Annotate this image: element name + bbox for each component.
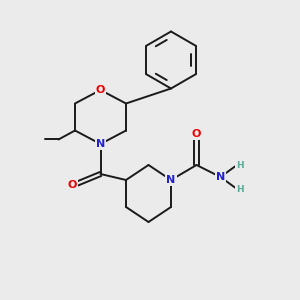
Text: N: N [167, 175, 176, 185]
Text: O: O [67, 179, 77, 190]
Text: N: N [216, 172, 225, 182]
Text: H: H [236, 160, 244, 169]
Text: O: O [96, 85, 105, 95]
Text: O: O [192, 129, 201, 140]
Text: H: H [236, 184, 244, 194]
Text: N: N [96, 139, 105, 149]
